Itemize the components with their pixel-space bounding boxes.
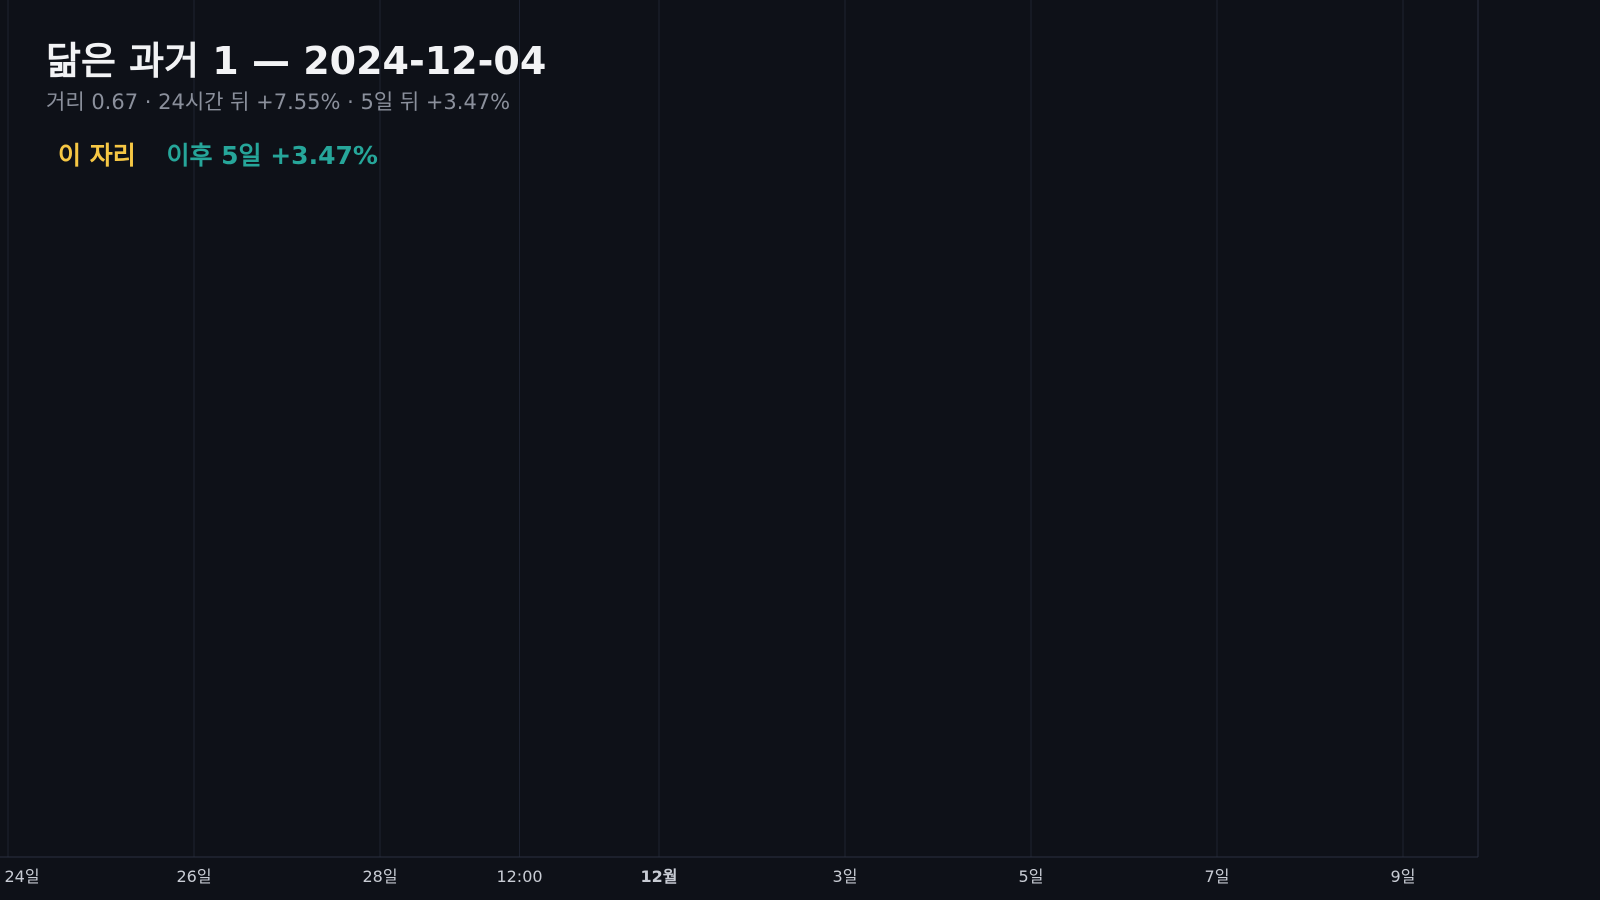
legend: 이 자리 이후 5일 +3.47% bbox=[58, 136, 378, 172]
page-subtitle: 거리 0.67 · 24시간 뒤 +7.55% · 5일 뒤 +3.47% bbox=[46, 90, 511, 114]
x-tick-label: 26일 bbox=[176, 867, 211, 886]
x-tick-label: 24일 bbox=[4, 867, 39, 886]
x-tick-label: 7일 bbox=[1205, 867, 1230, 886]
legend-here: 이 자리 bbox=[58, 141, 136, 170]
x-tick-label: 12:00 bbox=[496, 867, 542, 886]
axes: 106000.00104000.00102000.00100000.009800… bbox=[0, 0, 1479, 886]
x-tick-label: 3일 bbox=[833, 867, 858, 886]
legend-after: 이후 5일 +3.47% bbox=[166, 141, 378, 170]
x-tick-label: 12월 bbox=[641, 867, 678, 886]
page-title: 닮은 과거 1 — 2024-12-04 bbox=[46, 39, 547, 83]
x-tick-label: 9일 bbox=[1391, 867, 1416, 886]
x-tick-label: 28일 bbox=[362, 867, 397, 886]
x-tick-label: 5일 bbox=[1019, 867, 1044, 886]
grid-lines bbox=[7, 0, 1404, 857]
